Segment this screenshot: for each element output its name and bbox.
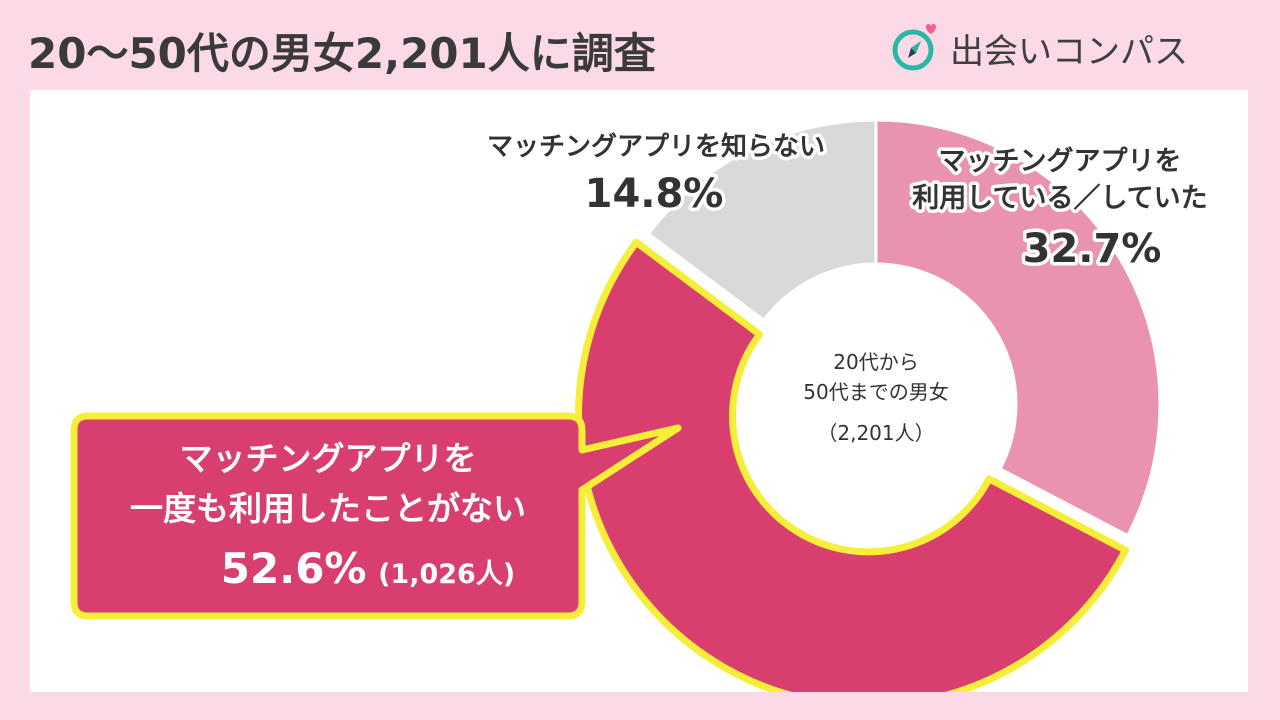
callout-box (70, 412, 682, 620)
chart-panel: マッチングアプリを 利用している／していた 32.7% マッチングアプリを知らな… (30, 90, 1248, 692)
center-line2: 50代までの男女 (803, 380, 948, 404)
slice-unknown (646, 118, 878, 323)
label-unknown-line1: マッチングアプリを知らない (487, 132, 825, 162)
center-line3: （2,201人） (817, 421, 934, 445)
donut-chart: マッチングアプリを 利用している／していた 32.7% マッチングアプリを知らな… (70, 118, 1211, 692)
label-used-value: 32.7% (1023, 226, 1162, 272)
slice-used (874, 118, 1162, 538)
brand-name: 出会いコンパス (950, 31, 1188, 72)
label-used-line2: 利用している／していた (912, 183, 1207, 214)
slice-never-used (575, 238, 1130, 692)
callout-value: 52.6% (1,026人) (221, 544, 515, 593)
callout-percent: 52.6% (221, 544, 367, 593)
label-used-line1: マッチングアプリを (939, 145, 1182, 177)
label-used: マッチングアプリを 利用している／していた 32.7% (909, 142, 1211, 276)
callout-count: (1,026人) (378, 559, 515, 590)
brand-logo: 出会いコンパス (888, 18, 1188, 78)
compass-icon (892, 24, 936, 71)
label-unknown: マッチングアプリを知らない 14.8% (483, 129, 828, 221)
label-unknown-value: 14.8% (585, 171, 724, 217)
page-title: 20〜50代の男女2,201人に調査 (28, 29, 656, 78)
center-text: 20代から 50代までの男女 （2,201人） (803, 350, 948, 445)
center-line1: 20代から (833, 350, 918, 374)
callout-line1: マッチングアプリを (180, 439, 477, 478)
callout-line2: 一度も利用したことがない (130, 489, 526, 528)
callout-never-used: マッチングアプリを 一度も利用したことがない 52.6% (1,026人) (70, 412, 682, 620)
